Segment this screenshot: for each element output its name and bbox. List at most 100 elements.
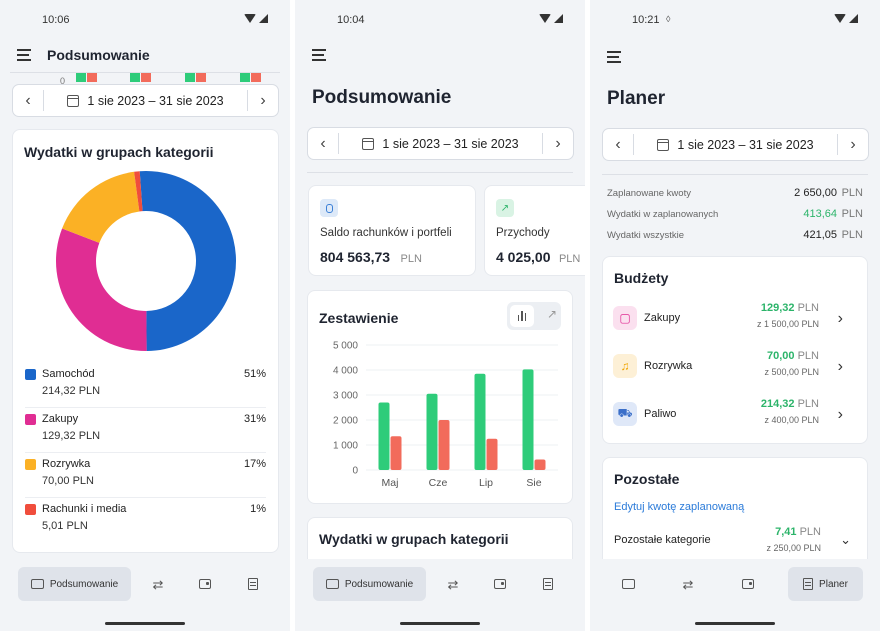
date-range-display[interactable]: 1 sie 2023 – 31 sie 2023: [43, 90, 248, 111]
shopping-bag-icon: ▢: [613, 306, 637, 330]
prev-period-button[interactable]: ‹: [25, 91, 31, 109]
chevron-right-icon[interactable]: ›: [837, 310, 843, 327]
date-range-text: 1 sie 2023 – 31 sie 2023: [87, 93, 224, 108]
edit-planned-link[interactable]: Edytuj kwotę zaplanowaną: [614, 501, 745, 513]
summary-label: Wydatki w zaplanowanych: [607, 209, 719, 220]
budget-limit: z 1 500,00 PLN: [756, 319, 819, 329]
budget-name: Rozrywka: [644, 360, 693, 372]
summary-icon: [621, 579, 635, 589]
income-card[interactable]: ↗ Przychody 4 025,00 PLN: [484, 185, 585, 276]
nav-planner[interactable]: [240, 567, 266, 601]
budget-limit: z 400,00 PLN: [764, 415, 819, 425]
chart-type-toggle: ↗: [507, 302, 561, 330]
budget-unit: PLN: [797, 350, 819, 362]
bar[interactable]: [390, 436, 402, 470]
balance-card[interactable]: Saldo rachunków i portfeli 804 563,73 PL…: [308, 185, 476, 276]
donut-slice[interactable]: [62, 171, 140, 243]
date-range-text: 1 sie 2023 – 31 sie 2023: [677, 137, 814, 152]
nav-planner[interactable]: Planer: [788, 567, 863, 601]
date-range-display[interactable]: 1 sie 2023 – 31 sie 2023: [633, 134, 838, 155]
status-time: 10:06: [42, 14, 70, 26]
nav-transactions[interactable]: ⇄: [440, 567, 466, 601]
wifi-icon: [834, 14, 846, 23]
bar[interactable]: [378, 402, 390, 471]
budget-row-zakupy[interactable]: ▢ Zakupy 129,32 PLN z 1 500,00 PLN ›: [613, 300, 857, 340]
date-range-picker[interactable]: ‹ 1 sie 2023 – 31 sie 2023 ›: [12, 84, 279, 117]
next-period-button[interactable]: ›: [260, 91, 266, 109]
next-period-button[interactable]: ›: [555, 134, 561, 152]
other-title: Pozostałe: [614, 471, 680, 487]
legend-amount: 5,01 PLN: [42, 520, 88, 532]
donut-slice[interactable]: [55, 228, 147, 351]
legend-item[interactable]: Zakupy 129,32 PLN 31%: [25, 408, 266, 453]
date-range-picker[interactable]: ‹ 1 sie 2023 – 31 sie 2023 ›: [307, 127, 574, 160]
y-tick-label: 2 000: [333, 416, 358, 427]
legend-percent: 17%: [243, 458, 266, 470]
summary-value: 421,05: [803, 229, 837, 241]
nav-summary-label: Podsumowanie: [344, 578, 414, 590]
swap-icon: ⇄: [152, 576, 164, 592]
prev-period-button[interactable]: ‹: [615, 135, 621, 153]
legend-item[interactable]: Rachunki i media 5,01 PLN 1%: [25, 498, 266, 543]
nav-summary[interactable]: [615, 567, 641, 601]
legend-item[interactable]: Rozrywka 70,00 PLN 17%: [25, 453, 266, 498]
system-icons: [244, 14, 268, 23]
chevron-right-icon[interactable]: ›: [837, 358, 843, 375]
nav-accounts[interactable]: [192, 567, 218, 601]
legend-percent: 51%: [243, 368, 266, 380]
screen-planner: 10:21 ◊ Planer ‹ 1 sie 2023 – 31 sie 202…: [590, 0, 880, 631]
bar[interactable]: [486, 438, 498, 470]
y-tick-label: 0: [352, 466, 358, 477]
chevron-down-icon[interactable]: ⌄: [840, 532, 851, 547]
bar[interactable]: [474, 373, 486, 470]
nav-summary[interactable]: Podsumowanie: [18, 567, 131, 601]
chevron-right-icon[interactable]: ›: [837, 406, 843, 423]
menu-icon[interactable]: [607, 51, 621, 63]
system-icons: [834, 14, 858, 23]
date-range-picker[interactable]: ‹ 1 sie 2023 – 31 sie 2023 ›: [602, 128, 869, 161]
budget-row-rozrywka[interactable]: ♫ Rozrywka 70,00 PLN z 500,00 PLN ›: [613, 348, 857, 388]
menu-icon[interactable]: [17, 49, 31, 61]
nav-transactions[interactable]: ⇄: [675, 567, 701, 601]
summary-unit: PLN: [841, 187, 863, 199]
nav-summary[interactable]: Podsumowanie: [313, 567, 426, 601]
summary-value: 2 650,00: [794, 187, 837, 199]
legend-name: Samochód: [42, 368, 95, 380]
date-range-display[interactable]: 1 sie 2023 – 31 sie 2023: [338, 133, 543, 154]
page-title: Planer: [607, 88, 666, 109]
page-title: Podsumowanie: [47, 47, 150, 63]
summary-row: Wydatki wszystkie 421,05 PLN: [607, 229, 863, 244]
line-chart-icon[interactable]: ↗: [546, 307, 557, 321]
donut-slice[interactable]: [134, 171, 143, 212]
legend-percent: 1%: [250, 503, 266, 515]
summary-unit: PLN: [841, 229, 863, 241]
summary-icon: [325, 579, 339, 589]
document-icon: [803, 578, 814, 590]
database-icon: [320, 199, 338, 217]
bottom-nav: Podsumowanie ⇄: [0, 559, 290, 631]
bar[interactable]: [534, 459, 546, 471]
bar[interactable]: [438, 420, 450, 470]
y-tick-label: 1 000: [333, 441, 358, 452]
page-title: Podsumowanie: [312, 87, 452, 108]
budget-row-paliwo[interactable]: ⛟ Paliwo 214,32 PLN z 400,00 PLN ›: [613, 396, 857, 436]
donut-slice[interactable]: [139, 171, 236, 351]
summary-row: Zaplanowane kwoty 2 650,00 PLN: [607, 187, 863, 202]
menu-icon[interactable]: [312, 49, 326, 61]
overview-chart-card: Zestawienie ↗ 0 1 000 2 000 3 000 4 000 5 000…: [307, 290, 573, 504]
budget-unit: PLN: [797, 302, 819, 314]
nav-transactions[interactable]: ⇄: [145, 567, 171, 601]
home-indicator: [400, 622, 480, 625]
prev-period-button[interactable]: ‹: [320, 134, 326, 152]
swap-icon: ⇄: [447, 576, 459, 592]
summary-unit: PLN: [841, 208, 863, 220]
legend-swatch: [25, 414, 36, 425]
bar[interactable]: [522, 369, 534, 470]
bar-chart-icon[interactable]: [510, 305, 534, 327]
nav-accounts[interactable]: [735, 567, 761, 601]
bar[interactable]: [426, 393, 438, 470]
legend-item[interactable]: Samochód 214,32 PLN 51%: [25, 363, 266, 408]
nav-planner[interactable]: [535, 567, 561, 601]
nav-accounts[interactable]: [487, 567, 513, 601]
next-period-button[interactable]: ›: [850, 135, 856, 153]
